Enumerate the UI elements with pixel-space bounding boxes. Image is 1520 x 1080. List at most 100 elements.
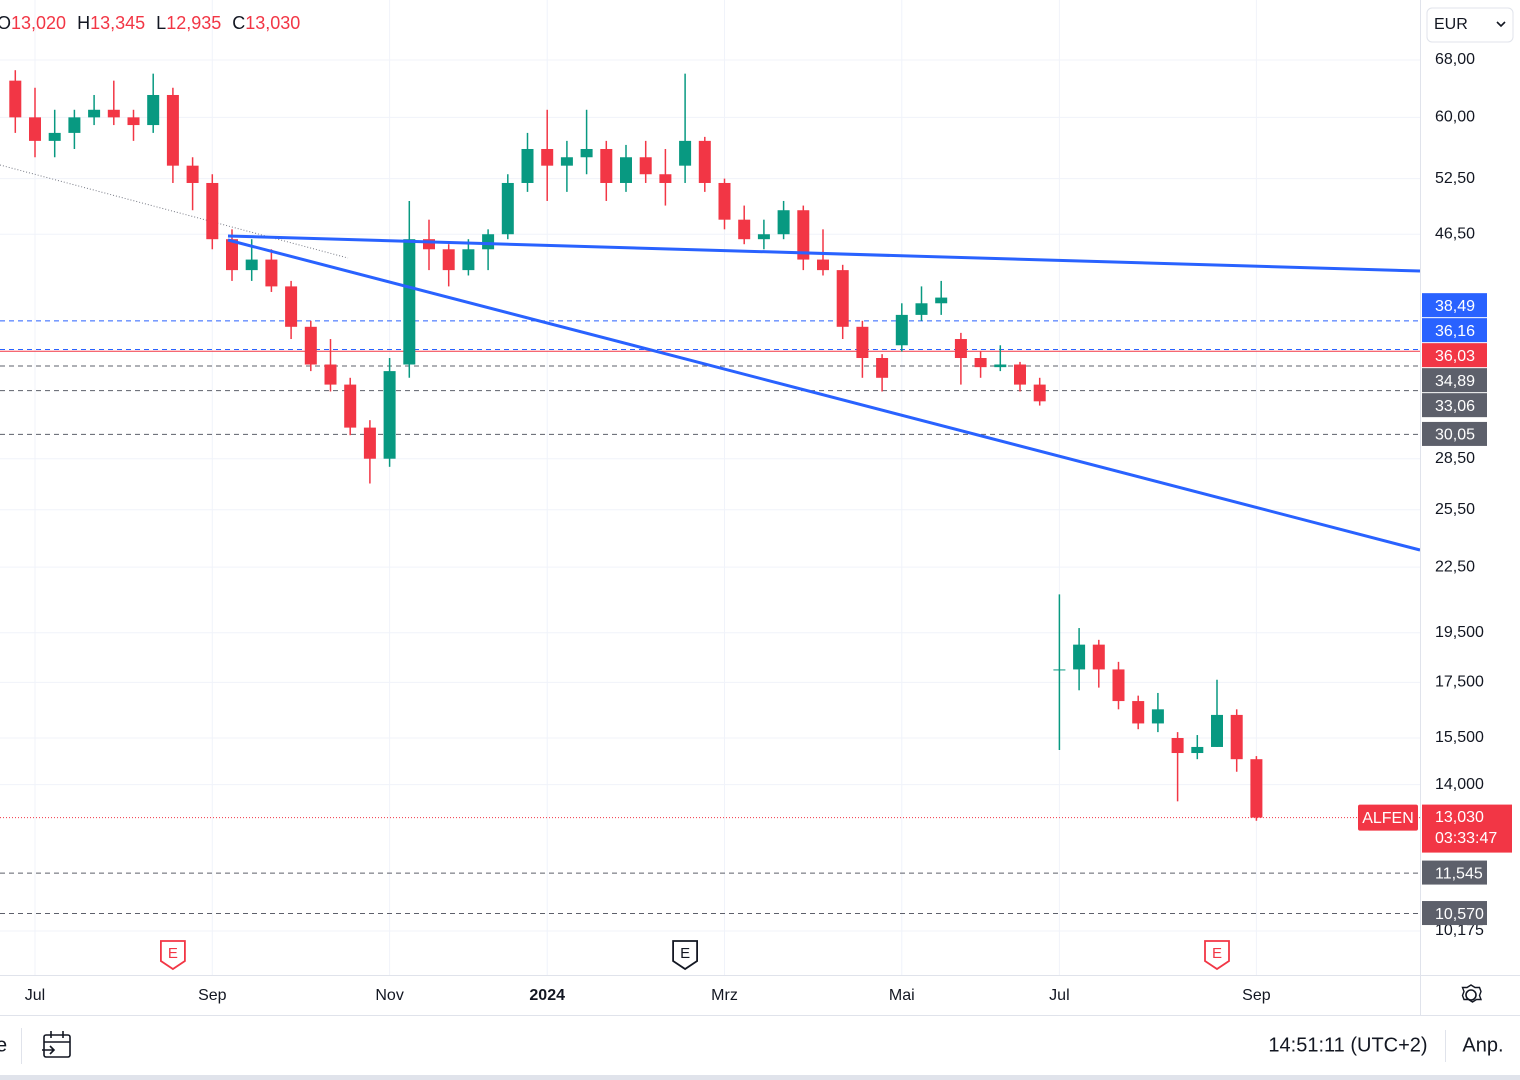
price-tag (1422, 901, 1487, 926)
candle-body (521, 148, 534, 183)
price-tag-label: 33,06 (1435, 398, 1475, 415)
candle-body (639, 157, 652, 175)
y-tick-label: 68,00 (1435, 51, 1475, 68)
candle-body (994, 364, 1007, 368)
x-tick-label: Jul (1049, 987, 1069, 1004)
gear-hub[interactable] (1465, 989, 1477, 1001)
trend-line-dotted (0, 164, 349, 259)
candle-body (757, 234, 770, 240)
candle-body (344, 384, 357, 428)
candle-body (1171, 737, 1184, 754)
ohlc-name: H (77, 13, 90, 33)
candle-body (777, 210, 790, 235)
countdown: 03:33:47 (1435, 830, 1497, 847)
price-tag-label: 30,05 (1435, 427, 1475, 444)
candle-body (954, 339, 967, 359)
price-tags: 38,49 36,16 36,03 34,89 33,06 30,05 11,545 10,5… (1358, 293, 1512, 926)
price-tag-label: 10,570 (1435, 906, 1484, 923)
x-tick-label: Mai (889, 987, 915, 1004)
y-tick-label: 14,000 (1435, 776, 1484, 793)
trend-line (227, 238, 1421, 552)
candle-body (68, 117, 81, 133)
x-tick-label: Sep (1242, 987, 1271, 1004)
ohlc-name: L (156, 13, 166, 33)
levels (0, 320, 1420, 915)
candle-body (620, 157, 632, 183)
currency-box[interactable] (1426, 7, 1514, 43)
y-tick-label: 60,00 (1435, 109, 1475, 126)
y-tick-label: 52,50 (1435, 170, 1475, 187)
earnings-marker[interactable] (1204, 940, 1230, 971)
candle-body (1053, 669, 1066, 671)
price-tag (1422, 293, 1487, 318)
x-tick-label: Nov (375, 987, 403, 1004)
candle-body (560, 157, 573, 166)
gear[interactable] (1461, 984, 1483, 1003)
earnings-label[interactable]: E (1212, 945, 1222, 962)
candle-body (265, 259, 278, 287)
candle-body (1092, 644, 1105, 670)
y-tick-label: 19,500 (1435, 624, 1484, 641)
clock[interactable]: 14:51:11 (UTC+2) (1268, 1034, 1427, 1056)
last-price-label: 13,030 (1435, 809, 1484, 826)
candle-body (659, 174, 672, 183)
toolbar-text[interactable]: e (0, 1034, 7, 1056)
candle-body (245, 259, 258, 271)
goto-date[interactable] (42, 1031, 71, 1058)
candle-body (1112, 669, 1125, 702)
candle-body (935, 297, 948, 304)
y-axis: 68,00 60,00 52,50 46,50 28,50 25,50 22,50 19,50… (1435, 51, 1484, 939)
candle-body (501, 182, 514, 235)
calendar-icon[interactable] (43, 1034, 71, 1058)
ohlc-value: 13,020 (11, 13, 66, 33)
price-tag (1422, 318, 1487, 343)
candle-body (817, 259, 829, 271)
grid (0, 0, 1420, 975)
candle-body (915, 303, 928, 315)
bottom-strip (0, 1075, 1520, 1080)
candle-body (9, 80, 22, 118)
currency-label[interactable]: EUR (1434, 16, 1468, 33)
candle-body (1230, 714, 1243, 760)
candle-body (206, 182, 219, 240)
candle-body (679, 140, 692, 166)
candle-body (166, 94, 179, 166)
y-tick-label: 25,50 (1435, 501, 1475, 518)
earnings-marker[interactable] (672, 940, 698, 971)
x-axis: Jul Sep Nov 2024 Mrz Mai Jul Sep (25, 987, 1271, 1004)
candle-body (1132, 701, 1145, 724)
candle-body (718, 182, 731, 220)
candle-body (147, 94, 160, 126)
candle-body (1151, 709, 1164, 724)
candle-body (285, 286, 298, 327)
candle-body (186, 165, 199, 183)
candle-body (974, 358, 987, 368)
y-tick-label: 17,500 (1435, 674, 1484, 691)
price-tag (1422, 368, 1487, 393)
candle-body (88, 109, 101, 118)
ohlc-name: O (0, 13, 11, 33)
y-tick-label: 46,50 (1435, 225, 1475, 242)
candle-body (600, 148, 613, 183)
symbol-label: ALFEN (1362, 810, 1414, 827)
candle-body (442, 249, 455, 271)
price-tag-label: 11,545 (1435, 865, 1483, 882)
earnings-label[interactable]: E (168, 945, 178, 962)
candle-body (1033, 384, 1046, 402)
currency-select[interactable]: EUR (1426, 7, 1514, 43)
candle-body (226, 239, 238, 271)
axis-settings[interactable] (1461, 984, 1483, 1003)
candle-body (856, 326, 869, 359)
price-tag (1422, 860, 1487, 885)
earnings-marker[interactable] (160, 940, 186, 971)
candle-body (580, 148, 593, 158)
candle-body (462, 249, 475, 271)
candle-body (876, 358, 889, 378)
candle-body (738, 219, 751, 240)
adjust-button[interactable]: Anp. (1462, 1034, 1503, 1056)
earnings-label[interactable]: E (680, 945, 690, 962)
price-tag (1422, 343, 1487, 368)
candle-body (29, 117, 41, 141)
last-price-tag (1422, 804, 1512, 853)
